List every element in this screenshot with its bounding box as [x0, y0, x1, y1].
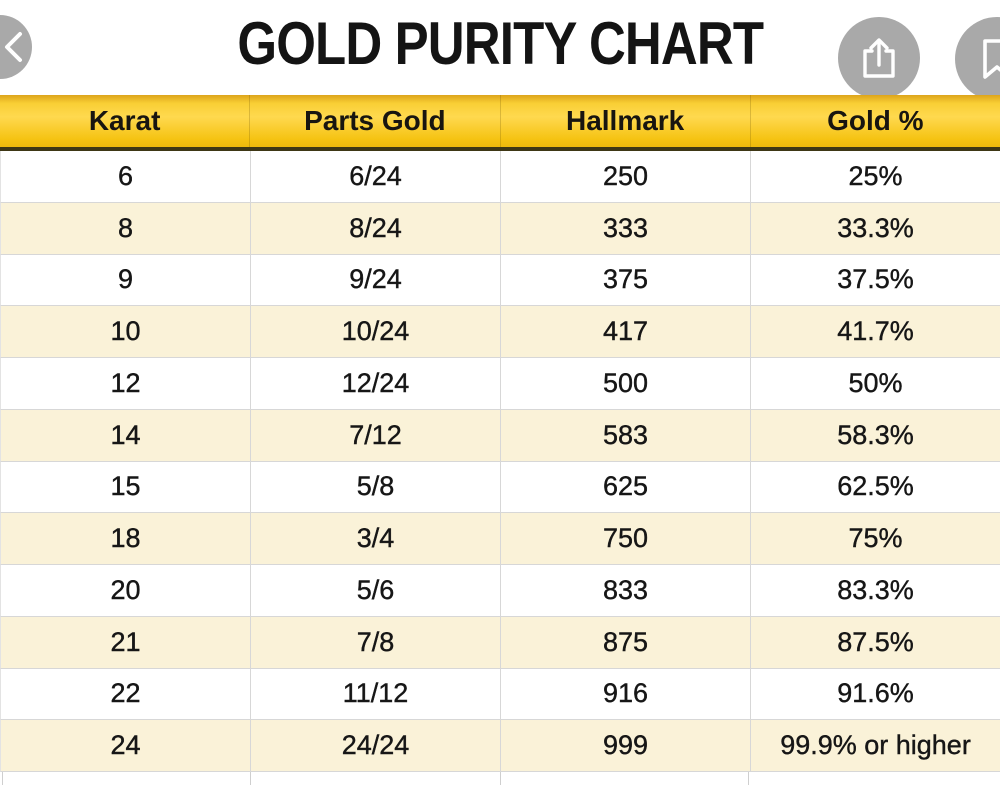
cell-hallmark: 583 — [501, 409, 751, 461]
share-icon — [859, 35, 899, 81]
table-row: 9 9/24 375 37.5% — [0, 254, 1000, 307]
divider — [2, 772, 3, 785]
cell-karat: 6 — [1, 151, 251, 202]
cell-gold-percent: 87.5% — [837, 626, 914, 657]
cell-parts-gold: 6/24 — [251, 151, 501, 202]
cell-hallmark: 875 — [501, 616, 751, 668]
cell-parts-gold: 5/8 — [251, 461, 501, 513]
table-body: 6 6/24 250 25% 8 8/24 333 33.3% 9 9/24 3… — [0, 151, 1000, 772]
cell-gold-percent: 41.7% — [837, 316, 914, 347]
cell-parts-gold: 8/24 — [251, 202, 501, 254]
column-header-hallmark: Hallmark — [501, 95, 751, 147]
table-row: 15 5/8 625 62.5% — [0, 461, 1000, 514]
cell-karat: 21 — [1, 616, 251, 668]
cell-gold-percent: 50% — [848, 367, 903, 398]
cell-parts-gold: 12/24 — [251, 358, 501, 409]
cell-gold-percent: 99.9% or higher — [780, 730, 971, 761]
cell-karat: 12 — [1, 358, 251, 409]
cell-parts-gold: 7/12 — [251, 409, 501, 461]
column-header-gold-percent: Gold % — [827, 105, 924, 136]
column-header-parts-gold: Parts Gold — [250, 95, 501, 147]
cell-hallmark: 750 — [501, 513, 751, 564]
cell-parts-gold: 24/24 — [251, 720, 501, 771]
cell-gold-percent: 37.5% — [837, 264, 914, 295]
cell-hallmark: 375 — [501, 254, 751, 306]
cell-gold-percent: 75% — [848, 523, 903, 554]
cell-karat: 18 — [1, 513, 251, 564]
cell-parts-gold: 11/12 — [251, 668, 501, 720]
cell-hallmark: 417 — [501, 306, 751, 357]
table-row: 18 3/4 750 75% — [0, 513, 1000, 565]
cell-hallmark: 250 — [501, 151, 751, 202]
cell-gold-percent: 33.3% — [837, 212, 914, 243]
cell-hallmark: 916 — [501, 668, 751, 720]
table-header-row: Karat Parts Gold Hallmark Gold % — [0, 95, 1000, 151]
table-row: 14 7/12 583 58.3% — [0, 409, 1000, 462]
cell-gold-percent: 62.5% — [837, 471, 914, 502]
table-row: 10 10/24 417 41.7% — [0, 306, 1000, 358]
cell-karat: 20 — [1, 565, 251, 616]
cell-parts-gold: 7/8 — [251, 616, 501, 668]
cell-hallmark: 999 — [501, 720, 751, 771]
cell-karat: 14 — [1, 409, 251, 461]
divider — [748, 772, 749, 785]
cell-parts-gold: 9/24 — [251, 254, 501, 306]
table-row: 12 12/24 500 50% — [0, 358, 1000, 410]
cell-gold-percent: 25% — [848, 160, 903, 191]
cell-karat: 9 — [1, 254, 251, 306]
cell-parts-gold: 3/4 — [251, 513, 501, 564]
table-row: 6 6/24 250 25% — [0, 151, 1000, 203]
divider — [250, 772, 251, 785]
bookmark-icon — [978, 36, 1000, 82]
cell-hallmark: 833 — [501, 565, 751, 616]
cell-karat: 22 — [1, 668, 251, 720]
cell-hallmark: 333 — [501, 202, 751, 254]
cell-gold-percent: 91.6% — [837, 678, 914, 709]
table-bottom-edge — [0, 772, 1000, 788]
cell-karat: 10 — [1, 306, 251, 357]
share-button[interactable] — [838, 17, 920, 99]
divider — [500, 772, 501, 785]
cell-gold-percent: 58.3% — [837, 419, 914, 450]
table-row: 20 5/6 833 83.3% — [0, 565, 1000, 617]
page-title-text: GOLD PURITY CHART — [237, 10, 764, 77]
cell-gold-percent: 83.3% — [837, 574, 914, 605]
cell-hallmark: 500 — [501, 358, 751, 409]
table-row: 24 24/24 999 99.9% or higher — [0, 720, 1000, 772]
cell-karat: 24 — [1, 720, 251, 771]
cell-karat: 8 — [1, 202, 251, 254]
cell-parts-gold: 10/24 — [251, 306, 501, 357]
chevron-left-icon — [2, 30, 26, 64]
cell-karat: 15 — [1, 461, 251, 513]
gold-purity-table: Karat Parts Gold Hallmark Gold % 6 6/24 … — [0, 95, 1000, 788]
table-row: 22 11/12 916 91.6% — [0, 668, 1000, 721]
table-row: 21 7/8 875 87.5% — [0, 616, 1000, 669]
page-title: GOLD PURITY CHART — [0, 12, 1000, 75]
column-header-karat: Karat — [0, 95, 251, 147]
cell-parts-gold: 5/6 — [251, 565, 501, 616]
table-row: 8 8/24 333 33.3% — [0, 202, 1000, 255]
cell-hallmark: 625 — [501, 461, 751, 513]
